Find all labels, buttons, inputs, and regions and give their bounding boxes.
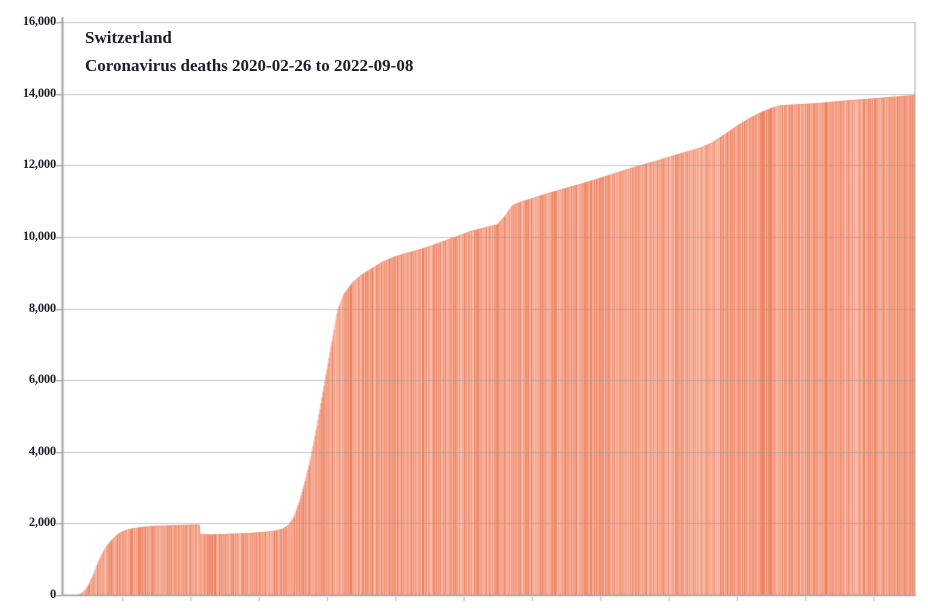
y-axis-label: 2,000 xyxy=(28,515,56,530)
y-axis-label: 8,000 xyxy=(28,300,56,315)
y-axis-label: 4,000 xyxy=(28,443,56,458)
y-axis: 16,000 14,000 12,000 10,000 8,000 6,000 4,000 2… xyxy=(0,0,56,610)
y-axis-label: 6,000 xyxy=(28,372,56,387)
y-axis-label: 10,000 xyxy=(22,228,56,243)
y-axis-label: 0 xyxy=(49,587,56,601)
y-axis-label: 12,000 xyxy=(22,157,56,172)
y-axis-label: 16,000 xyxy=(22,14,56,28)
y-axis-label: 14,000 xyxy=(22,85,56,100)
chart-title: Switzerland xyxy=(85,28,172,47)
chart-subtitle: Coronavirus deaths 2020-02-26 to 2022-09… xyxy=(85,56,414,75)
